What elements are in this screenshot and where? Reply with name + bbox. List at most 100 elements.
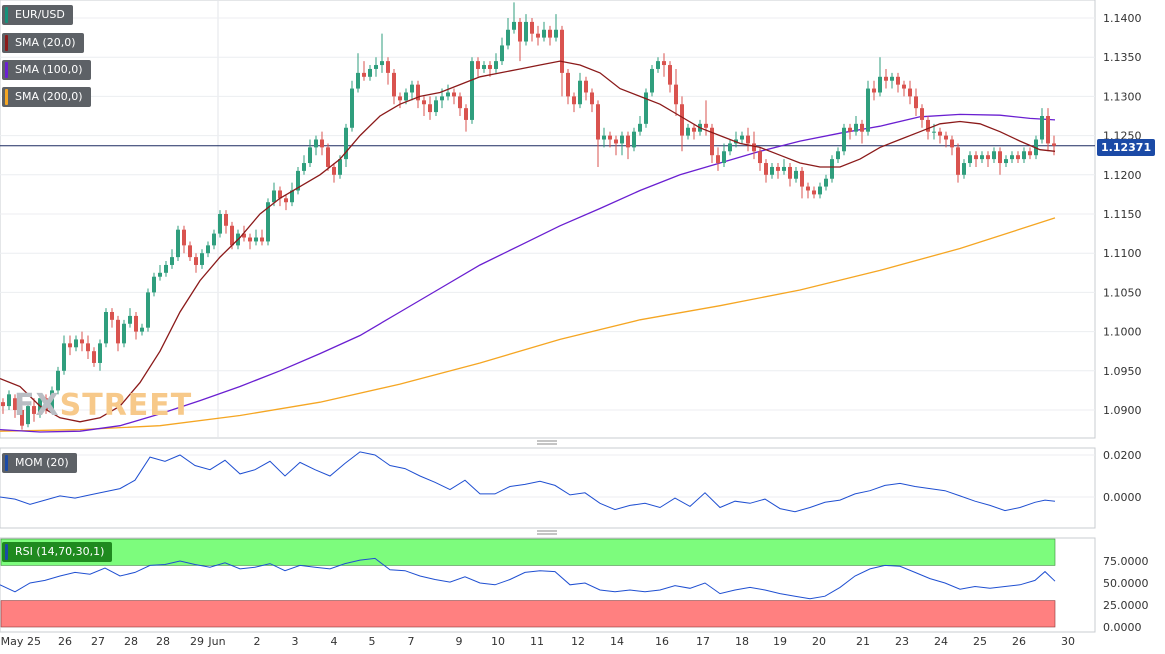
- candle: [248, 233, 252, 250]
- candle-body: [320, 139, 324, 148]
- candle: [554, 14, 558, 42]
- candle: [656, 57, 660, 73]
- panel-splitter-2[interactable]: [537, 530, 557, 535]
- candle-body: [422, 100, 426, 105]
- candle-body: [806, 186, 810, 191]
- sma200-tag[interactable]: SMA (200,0): [2, 87, 91, 107]
- candle: [572, 92, 576, 113]
- candle-body: [284, 198, 288, 203]
- candle-body: [710, 127, 714, 156]
- candle: [1052, 135, 1056, 156]
- sma100-tag[interactable]: SMA (100,0): [2, 60, 91, 80]
- candle-body: [374, 65, 378, 69]
- candle: [176, 225, 180, 262]
- date-tick-label: 24: [934, 635, 948, 648]
- candle: [914, 88, 918, 116]
- price-gridlines: [0, 17, 1095, 411]
- candle-body: [674, 84, 678, 105]
- date-tick-label: 5: [369, 635, 376, 648]
- candle-body: [638, 123, 642, 132]
- candle: [146, 288, 150, 332]
- candle: [278, 186, 282, 207]
- candle-body: [812, 190, 816, 195]
- rsi-tick-label: 25.0000: [1103, 599, 1149, 612]
- candle-body: [74, 339, 78, 348]
- candle-body: [650, 68, 654, 93]
- candle-body: [950, 139, 954, 148]
- candle-body: [350, 88, 354, 128]
- candle-body: [758, 151, 762, 164]
- date-tick-label: 10: [491, 635, 505, 648]
- candle: [116, 315, 120, 352]
- candle-body: [464, 108, 468, 120]
- candle: [446, 84, 450, 101]
- candle: [632, 127, 636, 152]
- candle: [626, 131, 630, 160]
- candle-body: [1, 402, 5, 407]
- candle: [206, 241, 210, 258]
- candle: [872, 80, 876, 101]
- candle: [806, 182, 810, 199]
- candle: [716, 147, 720, 171]
- date-tick-label: 28: [124, 635, 138, 648]
- candle: [1046, 108, 1050, 152]
- date-tick-label: 23: [895, 635, 909, 648]
- candle-body: [632, 131, 636, 148]
- candle-body: [104, 312, 108, 344]
- candle: [800, 166, 804, 199]
- candle: [20, 406, 24, 430]
- candle: [122, 319, 126, 348]
- date-tick-label: 19: [773, 635, 787, 648]
- candle: [98, 339, 102, 371]
- candle: [356, 53, 360, 93]
- candle-body: [968, 155, 972, 164]
- rsi-line: [0, 557, 1056, 600]
- candle-body: [986, 155, 990, 160]
- price-tick-label: 1.1050: [1103, 286, 1142, 299]
- mom-tag[interactable]: MOM (20): [2, 453, 77, 473]
- candle-body: [26, 406, 30, 425]
- candle-body: [182, 229, 186, 246]
- symbol-tag[interactable]: EUR/USD: [2, 5, 73, 25]
- indicator-path: [0, 60, 1056, 423]
- candle-body: [290, 190, 294, 203]
- candle-body: [428, 104, 432, 113]
- candle: [464, 104, 468, 132]
- candle-body: [914, 96, 918, 109]
- candle-body: [476, 61, 480, 69]
- candle: [650, 65, 654, 97]
- candle-body: [494, 61, 498, 69]
- candle: [152, 272, 156, 297]
- candle: [986, 151, 990, 167]
- candle-body: [548, 29, 552, 38]
- fxstreet-logo: FXSTREET: [14, 388, 193, 423]
- candle-body: [860, 123, 864, 132]
- candle-body: [926, 119, 930, 132]
- candle-body: [248, 237, 252, 242]
- rsi-tag[interactable]: RSI (14,70,30,1): [2, 542, 113, 562]
- price-tick-label: 1.0900: [1103, 404, 1142, 417]
- candle: [836, 147, 840, 164]
- candle: [566, 68, 570, 105]
- sma20-tag[interactable]: SMA (20,0): [2, 33, 84, 53]
- candle-body: [386, 61, 390, 73]
- candle: [458, 92, 462, 116]
- candle: [1022, 147, 1026, 164]
- candle: [50, 386, 54, 414]
- candle-body: [68, 343, 72, 348]
- candle: [290, 182, 294, 207]
- date-tick-label: May: [1, 635, 24, 648]
- candle-body: [626, 135, 630, 148]
- candle: [662, 53, 666, 77]
- candle-body: [308, 147, 312, 164]
- date-tick-label: Jun: [207, 635, 225, 648]
- candle-body: [452, 92, 456, 97]
- candle-body: [620, 135, 624, 144]
- candle: [866, 80, 870, 136]
- panel-splitter-1[interactable]: [537, 440, 557, 445]
- candle: [200, 249, 204, 269]
- date-axis: May 25 26 27 28 28 29 Jun 2 3 4 5 7 9 10 11 12 14 16 17 18 19…: [1, 635, 1075, 648]
- candle: [602, 127, 606, 148]
- candle-body: [230, 225, 234, 246]
- candle-body: [86, 343, 90, 352]
